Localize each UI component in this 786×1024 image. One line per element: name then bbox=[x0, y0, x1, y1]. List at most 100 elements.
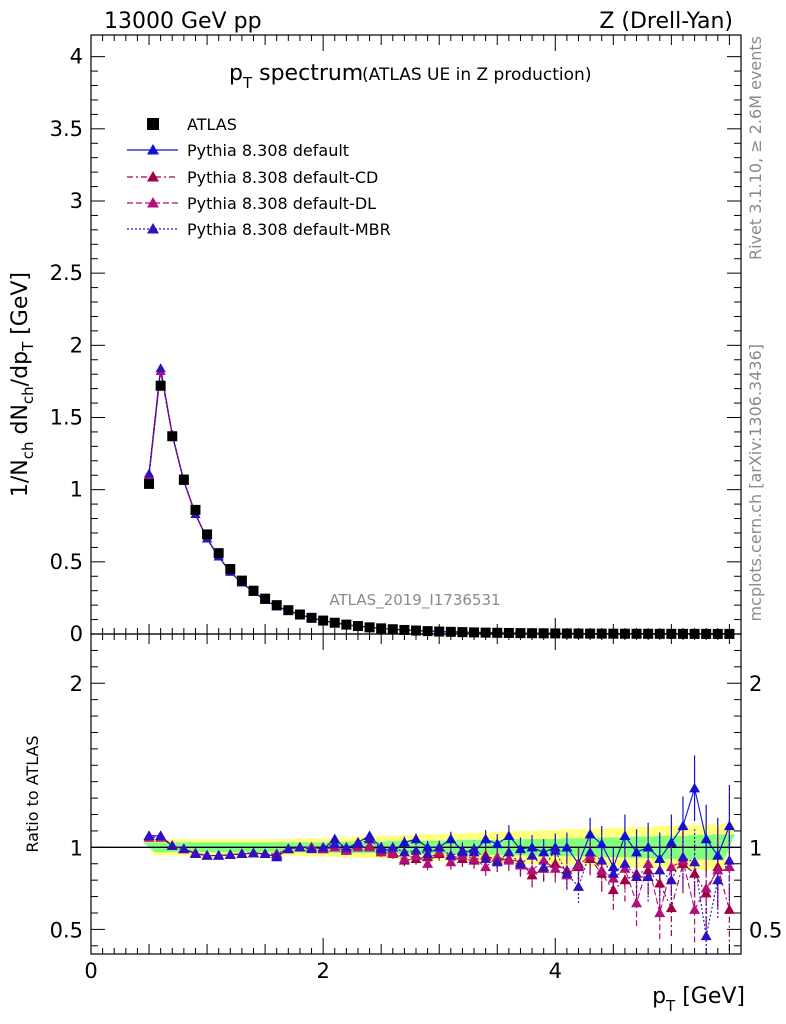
legend-label: Pythia 8.308 default bbox=[187, 141, 349, 160]
ratio-point-dl bbox=[364, 841, 376, 852]
ratio-point-cd bbox=[689, 868, 701, 878]
ratio-point-cd bbox=[665, 902, 677, 913]
ratio-point-dl bbox=[596, 864, 608, 875]
ratio-point-default bbox=[607, 861, 619, 872]
ratio-point-default bbox=[654, 853, 666, 863]
main-y-axis-label: 1/Nch dNch/dpT [GeV] bbox=[8, 272, 37, 497]
ratio-point-mbr bbox=[584, 846, 596, 857]
ratio-point-dl bbox=[387, 848, 399, 859]
ratio-point-dl bbox=[433, 846, 445, 857]
ratio-point-default bbox=[514, 843, 526, 854]
ratio-point-default bbox=[538, 846, 550, 857]
mcplots-label: mcplots.cern.ch [arXiv:1306.3436] bbox=[746, 344, 765, 621]
ratio-y-tick-label-right: 2 bbox=[749, 672, 762, 696]
ratio-point-mbr bbox=[422, 848, 434, 859]
point-atlas bbox=[341, 619, 352, 630]
ratio-point-mbr bbox=[282, 843, 294, 854]
ratio-point-default bbox=[689, 782, 701, 793]
ratio-point-mbr bbox=[317, 841, 329, 852]
ratio-point-dl bbox=[700, 882, 712, 893]
main-y-tick-label: 2 bbox=[70, 333, 83, 357]
ratio-point-default bbox=[410, 833, 422, 844]
ratio-y-axis-label: Ratio to ATLAS bbox=[23, 735, 42, 852]
ratio-point-dl bbox=[410, 850, 422, 860]
ratio-point-dl bbox=[723, 861, 735, 872]
point-atlas bbox=[283, 605, 294, 616]
ratio-point-mbr bbox=[178, 843, 190, 854]
point-atlas bbox=[329, 617, 340, 628]
ratio-point-dl bbox=[689, 904, 701, 914]
point-atlas bbox=[236, 575, 247, 586]
ratio-point-default bbox=[422, 841, 434, 852]
x-tick-label: 4 bbox=[549, 959, 562, 983]
ratio-point-mbr bbox=[538, 861, 550, 872]
ratio-point-mbr bbox=[573, 881, 584, 891]
ratio-point-mbr bbox=[213, 850, 225, 860]
ratio-point-default bbox=[665, 836, 677, 847]
legend-marker-atlas bbox=[147, 118, 159, 130]
x-tick-labels: 0 2 4 bbox=[84, 959, 562, 983]
ratio-point-mbr bbox=[665, 874, 677, 885]
main-y-tick-label: 0 bbox=[70, 622, 83, 646]
ratio-point-mbr bbox=[445, 850, 457, 860]
legend-label: Pythia 8.308 default-MBR bbox=[187, 220, 391, 239]
ratio-point-mbr bbox=[700, 930, 712, 941]
rivet-label: Rivet 3.1.10, ≥ 2.6M events bbox=[746, 36, 765, 260]
main-y-tick-labels: 0 0.5 1 1.5 2 2.5 3 3.5 4 bbox=[50, 45, 83, 646]
point-atlas bbox=[190, 504, 201, 515]
ratio-point-mbr bbox=[514, 858, 526, 868]
ratio-point-dl bbox=[526, 864, 538, 875]
ratio-point-mbr bbox=[689, 856, 701, 867]
main-y-tick-label: 1.5 bbox=[50, 405, 83, 429]
ratio-point-default bbox=[491, 838, 503, 849]
ratio-point-mbr bbox=[248, 847, 259, 858]
ratio-point-dl bbox=[619, 863, 631, 873]
ratio-point-mbr bbox=[561, 868, 573, 878]
ratio-point-default bbox=[526, 841, 538, 852]
ratio-series bbox=[143, 755, 735, 954]
ratio-point-mbr bbox=[677, 851, 689, 862]
ratio-point-mbr bbox=[607, 868, 619, 878]
x-tick-label: 0 bbox=[84, 959, 97, 983]
ratio-point-mbr bbox=[271, 850, 283, 860]
ratio-point-mbr bbox=[340, 841, 352, 852]
ratio-point-mbr bbox=[491, 856, 503, 867]
ratio-y-tick-label-left: 1 bbox=[70, 836, 83, 860]
ratio-y-tick-label-left: 0.5 bbox=[50, 918, 83, 942]
point-mbr bbox=[155, 363, 166, 373]
ratio-point-default bbox=[631, 846, 643, 857]
point-atlas bbox=[271, 600, 282, 611]
ratio-y-tick-labels: 0.5 1 2 0.5 1 2 bbox=[50, 672, 783, 942]
ratio-point-mbr bbox=[712, 874, 724, 885]
ratio-point-mbr bbox=[387, 841, 399, 852]
ratio-y-tick-label-right: 1 bbox=[749, 836, 762, 860]
point-atlas bbox=[155, 380, 166, 391]
ratio-point-dl bbox=[445, 856, 457, 867]
legend-marker-dl bbox=[147, 197, 159, 208]
ratio-point-default bbox=[398, 836, 410, 847]
ratio-point-dl bbox=[654, 907, 666, 918]
legend-marker-default bbox=[147, 144, 159, 155]
legend-label: Pythia 8.308 default-DL bbox=[187, 194, 376, 213]
header-right: Z (Drell-Yan) bbox=[599, 9, 733, 34]
point-atlas bbox=[213, 548, 224, 559]
ratio-point-dl bbox=[422, 858, 434, 868]
point-atlas bbox=[352, 621, 363, 632]
ratio-point-mbr bbox=[526, 850, 538, 860]
ratio-point-mbr bbox=[166, 840, 178, 850]
ratio-point-mbr bbox=[189, 848, 201, 859]
ratio-point-default bbox=[619, 830, 631, 840]
ratio-point-cd bbox=[549, 858, 561, 868]
point-atlas bbox=[178, 474, 189, 485]
ratio-point-default bbox=[561, 841, 573, 852]
ratio-point-cd bbox=[619, 874, 631, 885]
point-atlas bbox=[248, 585, 259, 596]
ratio-point-dl bbox=[642, 858, 654, 868]
ratio-point-default bbox=[700, 833, 712, 844]
x-tick-label: 2 bbox=[316, 959, 329, 983]
ratio-point-mbr bbox=[143, 830, 155, 840]
ratio-point-mbr bbox=[433, 841, 445, 852]
ratio-y-ticks bbox=[91, 649, 741, 947]
ratio-point-default bbox=[677, 820, 689, 831]
